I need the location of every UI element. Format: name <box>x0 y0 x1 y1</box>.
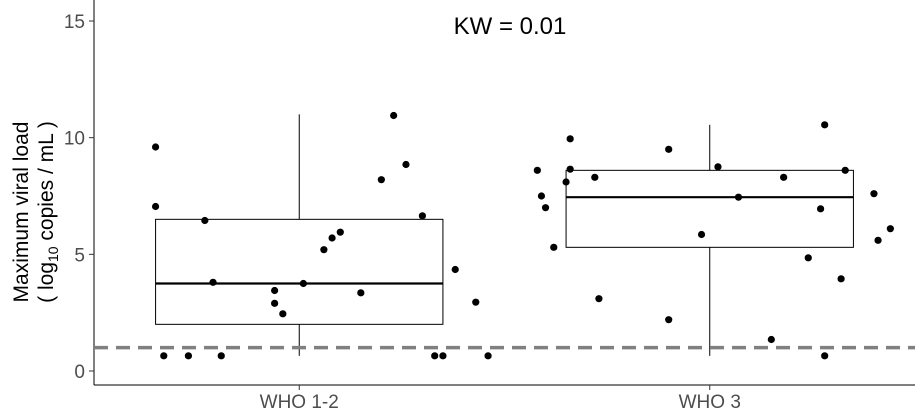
data-point <box>484 352 492 360</box>
x-tick-label: WHO 1-2 <box>260 392 339 410</box>
data-point <box>767 335 775 344</box>
data-point <box>537 192 546 200</box>
y-axis-title-line2: ( log10 copies / mL ) <box>35 121 61 303</box>
axes: 0 5 10 15 WHO 1-2 WHO 3 <box>64 0 915 410</box>
data-point <box>874 236 882 244</box>
data-point <box>804 254 812 262</box>
boxes <box>155 114 854 356</box>
data-point <box>697 230 706 239</box>
y-axis-title: Maximum viral load ( log10 copies / mL ) <box>10 121 61 303</box>
y-axis-title-subscript: 10 <box>45 246 61 262</box>
data-point <box>595 295 603 303</box>
data-point <box>870 190 878 198</box>
data-point <box>665 145 673 153</box>
y-axis-title-line2-pre: ( log <box>35 262 58 303</box>
data-point <box>377 176 385 184</box>
data-point <box>591 173 599 181</box>
box-iqr <box>155 218 444 325</box>
data-point <box>151 143 160 151</box>
data-point <box>566 165 574 173</box>
data-point <box>418 212 426 220</box>
data-point <box>780 173 788 181</box>
box-2 <box>565 124 854 356</box>
data-point <box>328 234 336 242</box>
y-axis-title-line2-post: copies / mL ) <box>35 121 58 246</box>
box-1 <box>155 114 444 356</box>
data-point <box>201 216 209 225</box>
data-point <box>821 352 829 360</box>
data-point <box>184 352 193 360</box>
y-tick-label: 15 <box>64 12 85 33</box>
data-point <box>533 166 541 174</box>
data-point <box>299 279 307 288</box>
data-point <box>320 246 328 254</box>
y-tick-label: 10 <box>64 129 85 150</box>
data-point <box>151 202 160 211</box>
x-tick-label: WHO 3 <box>679 392 741 410</box>
box-iqr <box>565 169 854 248</box>
data-point <box>357 289 365 297</box>
data-point <box>566 135 574 143</box>
data-point <box>279 310 287 318</box>
data-point <box>550 243 558 251</box>
y-tick-label: 0 <box>74 362 85 383</box>
data-point <box>390 111 398 120</box>
data-point <box>402 160 410 169</box>
data-point <box>665 316 673 324</box>
data-point <box>734 193 743 201</box>
data-point <box>271 299 279 307</box>
data-point <box>209 278 217 286</box>
data-point <box>217 352 225 360</box>
data-point <box>472 298 480 306</box>
data-point <box>816 205 825 213</box>
data-point <box>562 178 570 186</box>
data-point <box>439 352 447 360</box>
y-axis-title-line1: Maximum viral load <box>10 122 33 303</box>
data-point <box>837 275 845 283</box>
data-point <box>821 121 829 129</box>
data-point <box>160 352 168 360</box>
data-point <box>714 163 722 171</box>
data-point <box>841 166 849 174</box>
kw-annotation: KW = 0.01 <box>454 13 567 40</box>
data-point <box>886 225 894 233</box>
data-point <box>451 265 459 274</box>
data-point <box>271 286 279 295</box>
data-point <box>336 228 344 236</box>
y-tick-label: 5 <box>74 245 85 266</box>
data-point <box>541 204 550 212</box>
data-points <box>151 111 894 360</box>
data-point <box>431 352 439 360</box>
